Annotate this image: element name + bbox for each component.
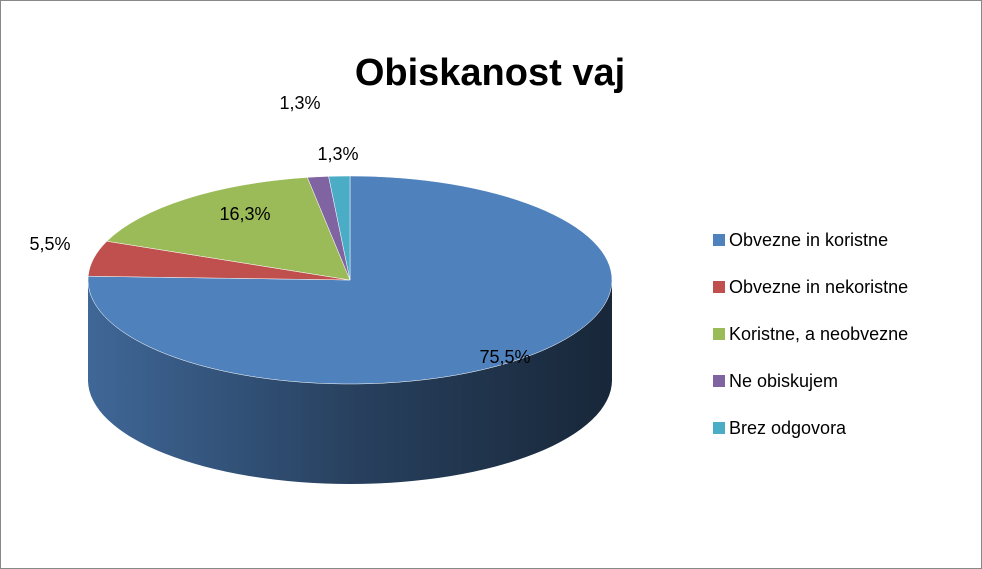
pie-slice xyxy=(328,175,351,281)
pie-slice xyxy=(106,177,351,281)
legend-label: Obvezne in koristne xyxy=(729,230,888,250)
legend-swatch xyxy=(713,234,725,246)
legend-label: Koristne, a neobvezne xyxy=(729,324,908,344)
data-label: 75,5% xyxy=(479,347,530,367)
pie-side xyxy=(88,280,612,484)
data-label: 1,3% xyxy=(317,144,358,164)
legend-swatch xyxy=(713,281,725,293)
legend-swatch xyxy=(713,422,725,434)
legend-label: Ne obiskujem xyxy=(729,371,838,391)
legend-swatch xyxy=(713,375,725,387)
data-label: 5,5% xyxy=(29,234,70,254)
legend-label: Brez odgovora xyxy=(729,418,847,438)
legend-label: Obvezne in nekoristne xyxy=(729,277,908,297)
data-label: 1,3% xyxy=(279,93,320,113)
data-label: 16,3% xyxy=(219,204,270,224)
chart-title: Obiskanost vaj xyxy=(355,52,625,94)
legend-swatch xyxy=(713,328,725,340)
